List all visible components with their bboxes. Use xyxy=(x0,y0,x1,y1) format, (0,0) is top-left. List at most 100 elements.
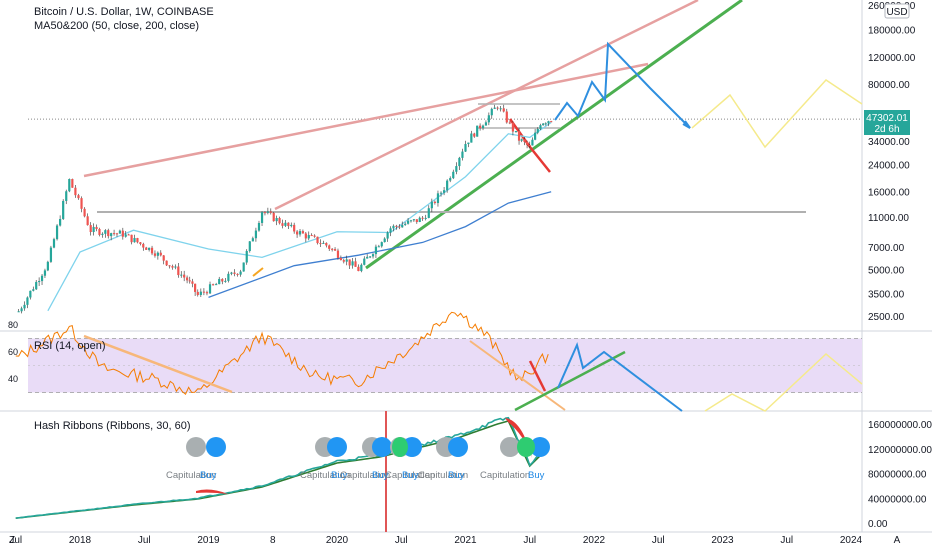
candle-body xyxy=(345,259,348,262)
candle-body xyxy=(32,289,35,291)
candle-body xyxy=(461,151,464,158)
candle-body xyxy=(218,278,221,285)
hash-tick-label: 40000000.00 xyxy=(868,494,927,505)
ma-indicator-label[interactable]: MA50&200 (50, close, 200, close) xyxy=(34,20,199,32)
price-axis[interactable]: 2500.00 3500.00 5000.00 7000.00 11000.00 1600… xyxy=(868,1,932,530)
candle-body xyxy=(17,311,20,313)
hash-tick-label: 160000000.00 xyxy=(868,420,932,431)
time-tick-label: 8 xyxy=(270,535,276,546)
candle-body xyxy=(534,132,537,140)
hash-tick-label: 120000000.00 xyxy=(868,445,932,456)
candle-body xyxy=(511,122,515,132)
candle-body xyxy=(205,292,209,294)
candle-body xyxy=(374,246,378,255)
candle-body xyxy=(307,235,310,239)
rsi-support-line[interactable] xyxy=(514,350,626,412)
candle-body xyxy=(104,230,107,234)
candle-body xyxy=(121,230,124,237)
candle-body xyxy=(406,220,410,224)
candle-body xyxy=(251,238,254,242)
time-tick-label: Jul xyxy=(9,535,22,546)
buy-marker[interactable] xyxy=(530,437,550,457)
candle-body xyxy=(92,226,95,232)
rsi-pane[interactable]: 40 60 80 xyxy=(8,311,863,412)
rsi-title[interactable]: RSI (14, open) xyxy=(34,340,106,352)
hash-ribbons-title[interactable]: Hash Ribbons (Ribbons, 30, 60) xyxy=(34,420,191,432)
currency-button[interactable] xyxy=(884,3,910,19)
buy-marker[interactable] xyxy=(402,437,422,457)
rsi-downtrend-line[interactable] xyxy=(83,334,233,394)
candle-body xyxy=(470,133,473,143)
ma50-line[interactable] xyxy=(47,121,552,312)
candle-body xyxy=(38,281,41,283)
candle-body xyxy=(473,133,476,137)
candle-body xyxy=(424,217,427,219)
candle-body xyxy=(148,247,151,250)
hash-tick-label: 0.00 xyxy=(868,519,888,530)
resistance-trendline[interactable] xyxy=(83,62,649,178)
candle-body xyxy=(236,273,239,275)
candle-body xyxy=(316,236,319,244)
candle-body xyxy=(101,233,104,235)
candle-body xyxy=(284,222,287,226)
candle-body xyxy=(490,108,493,116)
rsi-tick-label: 40 xyxy=(8,374,18,384)
candle-body xyxy=(254,230,258,239)
candle-body xyxy=(412,219,416,221)
buy-label: Buy xyxy=(372,470,389,481)
price-badge xyxy=(864,110,910,135)
time-tick-label: 2024 xyxy=(840,535,863,546)
capitulation-marker[interactable] xyxy=(500,437,520,457)
chart-symbol-title[interactable]: Bitcoin / U.S. Dollar, 1W, COINBASE xyxy=(34,6,214,18)
rsi-downtrend-line-2[interactable] xyxy=(469,340,566,411)
bullish-projection-path[interactable] xyxy=(554,41,691,129)
time-axis[interactable]: Jul 2018 Jul 2019 8 2020 Jul 2021 Jul 2022 Jul 2023… xyxy=(9,535,862,546)
price-tick-label: 120000.00 xyxy=(868,53,916,64)
orange-marker-line[interactable] xyxy=(252,267,264,277)
buy-label: Buy xyxy=(448,470,465,481)
yellow-projection-path[interactable] xyxy=(691,79,863,149)
candle-body xyxy=(531,139,534,146)
buy-marker[interactable] xyxy=(206,437,226,457)
support-trendline[interactable] xyxy=(365,0,743,270)
candle-body xyxy=(55,225,59,240)
candle-body xyxy=(547,121,550,124)
candle-body xyxy=(224,280,227,282)
candle-body xyxy=(319,243,322,245)
candle-body xyxy=(177,266,180,276)
capitulation-marker[interactable] xyxy=(186,437,206,457)
candle-body xyxy=(281,223,284,226)
candle-body xyxy=(185,277,189,281)
buy-marker[interactable] xyxy=(448,437,468,457)
auto-scale-button[interactable]: A xyxy=(894,535,901,546)
price-pane[interactable] xyxy=(17,0,863,314)
candle-body xyxy=(188,280,191,282)
rsi-yellow-projection[interactable] xyxy=(704,353,863,412)
hash-slow-ma-line[interactable] xyxy=(15,420,549,519)
ma200-line[interactable] xyxy=(208,191,552,299)
time-tick-label: Jul xyxy=(780,535,793,546)
candle-body xyxy=(487,115,490,123)
rsi-line[interactable] xyxy=(15,311,549,396)
capitulation-ribbon xyxy=(196,489,228,494)
rsi-bearish-projection[interactable] xyxy=(528,360,547,392)
buy-marker[interactable] xyxy=(327,437,347,457)
hash-fast-ma-line[interactable] xyxy=(15,416,549,519)
zoom-button[interactable]: Z xyxy=(9,535,15,546)
projection-arrowhead[interactable] xyxy=(682,120,691,129)
candle-body xyxy=(168,265,171,267)
candle-body xyxy=(418,217,421,223)
candle-body xyxy=(383,238,386,243)
candle-body xyxy=(23,304,26,309)
rsi-projection-path[interactable] xyxy=(557,341,683,412)
candle-body xyxy=(479,125,482,129)
buy-marker[interactable] xyxy=(372,437,392,457)
candle-body xyxy=(127,234,130,236)
candle-body xyxy=(517,130,521,141)
candle-body xyxy=(354,261,357,267)
candle-body xyxy=(59,219,62,226)
candle-body xyxy=(86,216,89,226)
candle-body xyxy=(124,234,127,237)
candle-body xyxy=(74,187,77,196)
